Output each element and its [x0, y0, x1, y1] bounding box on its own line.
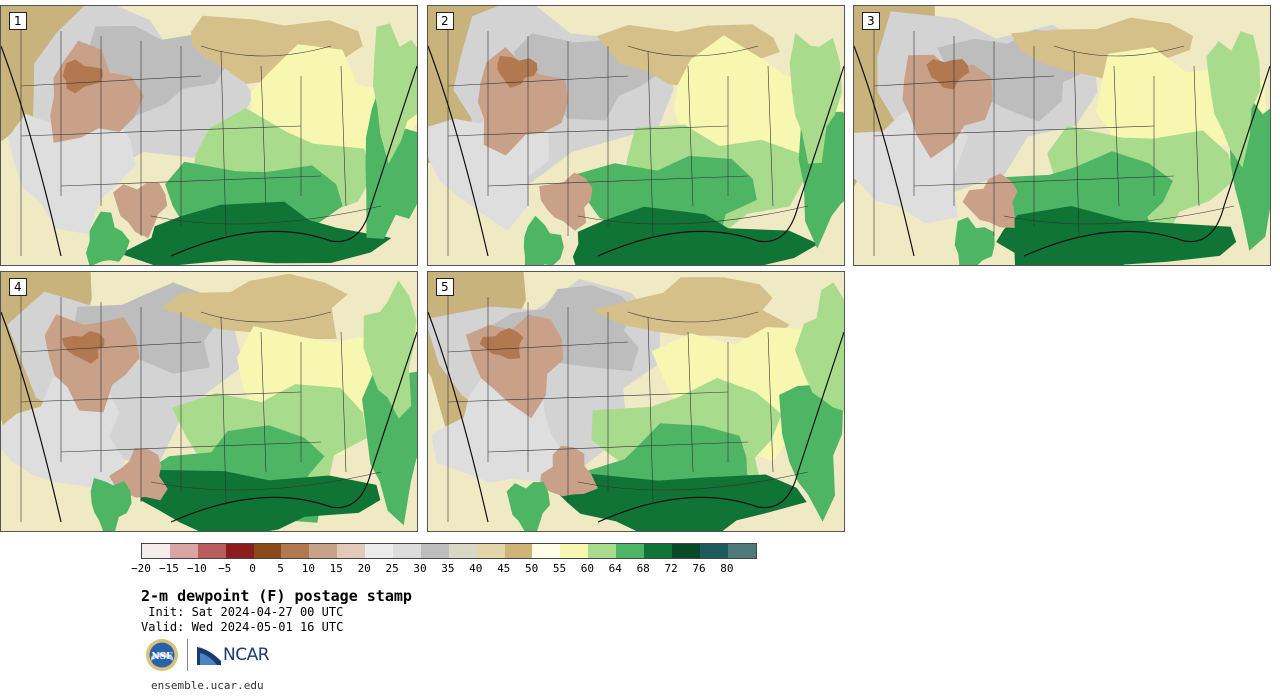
colorbar-tick-label: 76 — [692, 562, 706, 575]
colorbar-segment — [281, 544, 310, 558]
panel-5: 5 — [427, 271, 845, 532]
colorbar-tick-label: 25 — [385, 562, 399, 575]
colorbar-tick-label: 64 — [608, 562, 622, 575]
dewpoint-field — [1, 6, 417, 265]
valid-time: Valid: Wed 2024-05-01 16 UTC — [141, 620, 344, 634]
colorbar-segment — [142, 544, 170, 558]
colorbar-tick-label: 10 — [301, 562, 316, 575]
colorbar-segment — [504, 544, 533, 558]
dewpoint-map — [428, 6, 844, 265]
panel-number: 4 — [9, 278, 27, 296]
ncar-logo-icon — [197, 647, 221, 665]
colorbar-tick-label: −15 — [158, 562, 179, 575]
dewpoint-map — [428, 272, 844, 531]
dewpoint-field — [428, 272, 844, 531]
colorbar-segment — [337, 544, 366, 558]
colorbar-segment — [671, 544, 700, 558]
colorbar-segment — [169, 544, 198, 558]
colorbar-segment — [420, 544, 449, 558]
colorbar-tick-label: 60 — [580, 562, 595, 575]
colorbar-tick-label: 35 — [441, 562, 455, 575]
ncar-logo: NCAR — [197, 645, 270, 665]
colorbar-segment — [393, 544, 421, 558]
colorbar-tick-label: 40 — [469, 562, 483, 575]
colorbar-tick-label: 80 — [720, 562, 734, 575]
init-time: Init: Sat 2024-04-27 00 UTC — [141, 605, 344, 619]
colorbar-segment — [309, 544, 338, 558]
state-borders — [447, 26, 809, 256]
colorbar-tick-label: 72 — [664, 562, 678, 575]
colorbar-segment — [727, 544, 756, 558]
dewpoint-field — [1, 272, 417, 531]
nsf-logo-icon: NSF — [146, 639, 178, 671]
state-borders — [20, 26, 382, 256]
coastline — [428, 45, 844, 257]
svg-text:NSF: NSF — [151, 652, 173, 662]
dewpoint-map — [1, 6, 417, 265]
panel-4: 4 — [0, 271, 418, 532]
panel-3: 3 — [853, 5, 1271, 266]
colorbar-segment — [644, 544, 672, 558]
colorbar-tick-label: 50 — [524, 562, 539, 575]
colorbar-segment — [253, 544, 282, 558]
colorbar-segment — [699, 544, 728, 558]
colorbar-segment — [588, 544, 617, 558]
colorbar-tick-label: 55 — [552, 562, 567, 575]
panel-1: 1 — [0, 5, 418, 266]
coastline — [428, 311, 844, 523]
panel-number: 3 — [862, 12, 880, 30]
colorbar-segment — [197, 544, 226, 558]
colorbar-segment — [365, 544, 394, 558]
panel-2: 2 — [427, 5, 845, 266]
colorbar-segment — [532, 544, 561, 558]
colorbar-ticks: −20 −15 −10 −5 0 5 10 15 20 25 30 35 40 45 50 55 60 64 68 7… — [131, 562, 761, 576]
coastline — [854, 45, 1270, 257]
state-borders — [20, 292, 382, 522]
colorbar-tick-label: 0 — [249, 562, 256, 575]
dewpoint-field — [854, 6, 1270, 265]
website-url: ensemble.ucar.edu — [151, 679, 264, 692]
dewpoint-map — [1, 272, 417, 531]
colorbar-tick-label: −5 — [218, 562, 232, 575]
state-borders — [873, 26, 1235, 256]
coastline — [1, 45, 417, 257]
panel-number: 5 — [436, 278, 454, 296]
colorbar-tick-label: −20 — [131, 562, 151, 575]
colorbar-segment — [448, 544, 477, 558]
colorbar-segment — [560, 544, 589, 558]
colorbar-tick-label: 30 — [413, 562, 427, 575]
page-title: 2-m dewpoint (F) postage stamp — [141, 587, 412, 605]
colorbar — [141, 543, 757, 559]
logo-row: NSF NCAR — [145, 638, 270, 672]
dewpoint-map — [854, 6, 1270, 265]
dewpoint-field — [428, 6, 844, 265]
colorbar-segment — [225, 544, 254, 558]
logo-divider — [187, 639, 188, 671]
state-borders — [447, 292, 809, 522]
colorbar-tick-label: 68 — [636, 562, 650, 575]
colorbar-segment — [616, 544, 645, 558]
colorbar-segment — [476, 544, 505, 558]
ncar-wordmark: NCAR — [223, 645, 270, 665]
colorbar-tick-label: 15 — [329, 562, 343, 575]
colorbar-tick-label: −10 — [186, 562, 207, 575]
colorbar-tick-label: 20 — [357, 562, 371, 575]
panel-number: 1 — [9, 12, 27, 30]
panel-number: 2 — [436, 12, 454, 30]
coastline — [1, 311, 417, 523]
colorbar-tick-label: 5 — [277, 562, 284, 575]
colorbar-tick-label: 45 — [497, 562, 511, 575]
